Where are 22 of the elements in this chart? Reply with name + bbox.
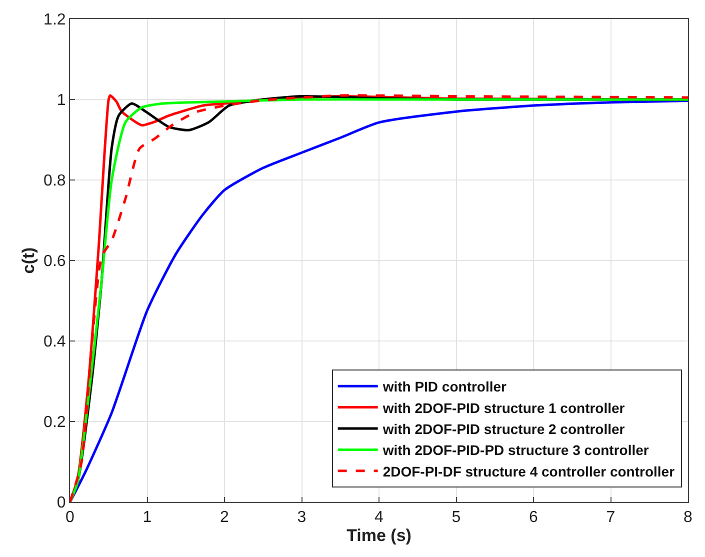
x-tick-label: 8 — [684, 509, 693, 526]
y-tick-label: 0.8 — [44, 172, 66, 190]
legend-label: with PID controller — [382, 378, 508, 395]
legend-label: with 2DOF-PID-PD structure 3 controller — [382, 442, 650, 458]
y-tick-label: 0.2 — [44, 414, 66, 432]
legend-label: with 2DOF-PID structure 1 controller — [382, 400, 626, 416]
x-tick-label: 4 — [374, 509, 384, 526]
x-tick-label: 2 — [220, 509, 230, 526]
x-axis-title: Time (s) — [346, 526, 412, 546]
y-tick-label: 1 — [56, 92, 66, 110]
x-tick-label: 5 — [452, 509, 461, 526]
x-tick-label: 6 — [529, 509, 538, 526]
legend-label: with 2DOF-PID structure 2 controller — [382, 420, 626, 437]
x-tick-label: 1 — [142, 509, 152, 526]
y-tick-label: 0.6 — [44, 253, 66, 270]
y-tick-label: 1.2 — [44, 12, 66, 29]
y-axis-title: c(t) — [19, 247, 38, 274]
x-tick-label: 3 — [297, 509, 306, 526]
legend-label: 2DOF-PI-DF structure 4 controller controller — [382, 463, 676, 480]
y-tick-label: 0 — [56, 494, 66, 512]
x-tick-label: 7 — [606, 509, 616, 526]
y-tick-label: 0.4 — [44, 334, 66, 351]
